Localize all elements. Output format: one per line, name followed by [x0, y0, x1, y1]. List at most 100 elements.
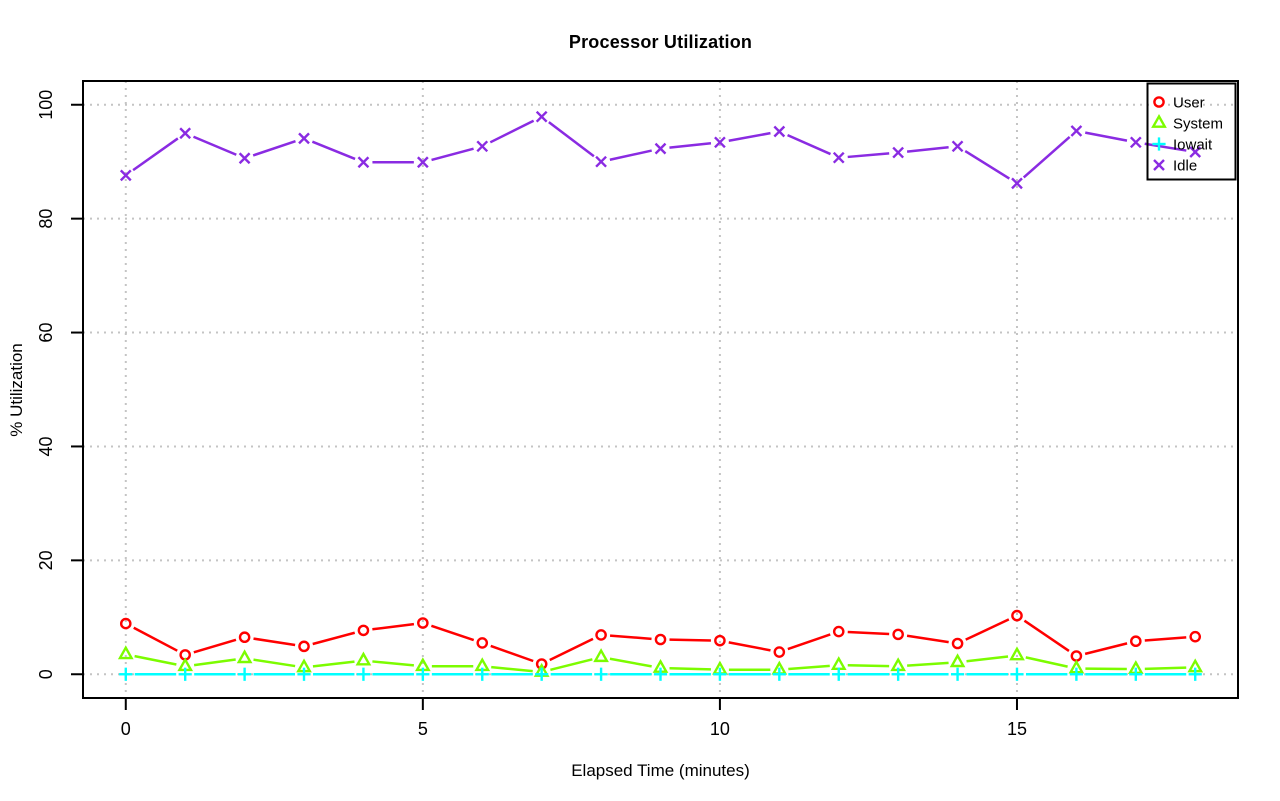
- plot-border: [82, 80, 1239, 699]
- series-line-segment: [1022, 135, 1071, 179]
- series-line-segment: [847, 152, 890, 159]
- x-marker-icon: [951, 140, 964, 153]
- series-line-segment: [1084, 131, 1128, 142]
- series-line-segment: [609, 149, 652, 161]
- x-marker-icon: [1189, 146, 1202, 158]
- series-line-segment: [193, 638, 237, 654]
- x-tick-label: 10: [710, 719, 730, 739]
- circle-marker-icon: [1189, 630, 1202, 643]
- series-line-segment: [847, 630, 890, 636]
- x-marker-icon: [357, 156, 370, 169]
- series-line-segment: [669, 142, 712, 149]
- triangle-marker-icon: [593, 648, 609, 663]
- series-line-segment: [491, 665, 533, 673]
- series-line-segment: [669, 638, 711, 642]
- x-tick-label: 15: [1007, 719, 1027, 739]
- y-tick-label: 100: [36, 90, 56, 120]
- series-line-segment: [253, 637, 296, 647]
- circle-marker-icon: [832, 625, 845, 638]
- triangle-marker-icon: [1009, 646, 1025, 661]
- x-marker-icon: [1153, 159, 1165, 171]
- series-line-segment: [669, 666, 711, 671]
- circle-marker-icon: [773, 646, 786, 658]
- triangle-marker-icon: [830, 656, 847, 671]
- axis-ticks: [71, 103, 1018, 710]
- circle-marker-icon: [892, 628, 904, 641]
- series-line-segment: [728, 641, 771, 652]
- series-line-segment: [907, 661, 949, 667]
- y-tick-label: 60: [36, 323, 56, 343]
- circle-marker-icon: [417, 617, 429, 629]
- series-line-segment: [192, 135, 237, 156]
- circle-marker-icon: [357, 624, 370, 637]
- x-tick-label: 5: [418, 719, 428, 739]
- x-marker-icon: [476, 140, 489, 153]
- series-iowait: [119, 667, 1202, 681]
- series-line-segment: [906, 146, 949, 153]
- series-line-segment: [312, 660, 355, 668]
- series-line-segment: [431, 147, 474, 162]
- series-line-segment: [787, 633, 831, 651]
- series-line-segment: [253, 658, 296, 668]
- legend: User System Iowait Idle: [1146, 82, 1237, 181]
- series-line-segment: [1023, 619, 1070, 652]
- series-line-segment: [312, 631, 356, 646]
- circle-marker-icon: [714, 634, 726, 647]
- triangle-marker-icon: [236, 649, 253, 664]
- series-line-segment: [372, 660, 415, 667]
- series-line-segment: [134, 654, 177, 666]
- series-line-segment: [1025, 656, 1068, 668]
- x-tick-label: 0: [121, 719, 131, 739]
- series-line-segment: [609, 657, 652, 668]
- series-line-segment: [133, 626, 178, 652]
- y-tick-label: 0: [36, 669, 56, 679]
- series-line-segment: [788, 664, 830, 671]
- series-line-segment: [311, 140, 356, 161]
- series-line-segment: [965, 618, 1010, 641]
- circle-marker-icon: [595, 629, 607, 641]
- series-line-segment: [193, 658, 236, 667]
- y-axis-title: % Utilization: [7, 343, 26, 437]
- series-idle: [119, 110, 1202, 190]
- x-marker-icon: [179, 127, 192, 140]
- series-line-segment: [372, 622, 415, 631]
- series-line-segment: [609, 634, 652, 641]
- triangle-marker-icon: [1151, 113, 1167, 128]
- series-line-segment: [430, 624, 475, 642]
- x-marker-icon: [238, 152, 251, 165]
- series-line-segment: [550, 658, 593, 672]
- series-line-segment: [847, 664, 890, 668]
- series-line-segment: [548, 121, 595, 158]
- series-line-segment: [964, 150, 1011, 180]
- circle-marker-icon: [1070, 650, 1083, 662]
- circle-marker-icon: [119, 617, 132, 630]
- legend-label-user: User: [1173, 95, 1205, 112]
- series-line-segment: [252, 140, 296, 157]
- series-line-segment: [1144, 636, 1187, 642]
- x-marker-icon: [595, 155, 607, 168]
- circle-marker-icon: [1130, 635, 1142, 648]
- x-marker-icon: [654, 142, 667, 155]
- gridlines: [83, 81, 1238, 698]
- triangle-marker-icon: [949, 653, 966, 668]
- circle-marker-icon: [476, 637, 489, 649]
- circle-marker-icon: [1011, 609, 1023, 622]
- circle-marker-icon: [951, 637, 964, 650]
- circle-marker-icon: [1153, 96, 1165, 108]
- x-marker-icon: [832, 151, 845, 164]
- legend-label-idle: Idle: [1173, 158, 1197, 175]
- circle-marker-icon: [238, 631, 251, 644]
- x-marker-icon: [298, 132, 310, 145]
- series-user: [119, 609, 1202, 670]
- series-line-segment: [132, 137, 179, 172]
- circle-marker-icon: [298, 640, 310, 653]
- series-line-segment: [728, 131, 771, 142]
- series-line-segment: [966, 655, 1009, 663]
- tick-labels: 0 5 10 15 0 20 40 60 80 100: [36, 90, 1027, 739]
- triangle-marker-icon: [117, 645, 134, 660]
- series-line-segment: [1084, 642, 1128, 656]
- legend-label-system: System: [1173, 116, 1223, 133]
- x-marker-icon: [1070, 125, 1083, 137]
